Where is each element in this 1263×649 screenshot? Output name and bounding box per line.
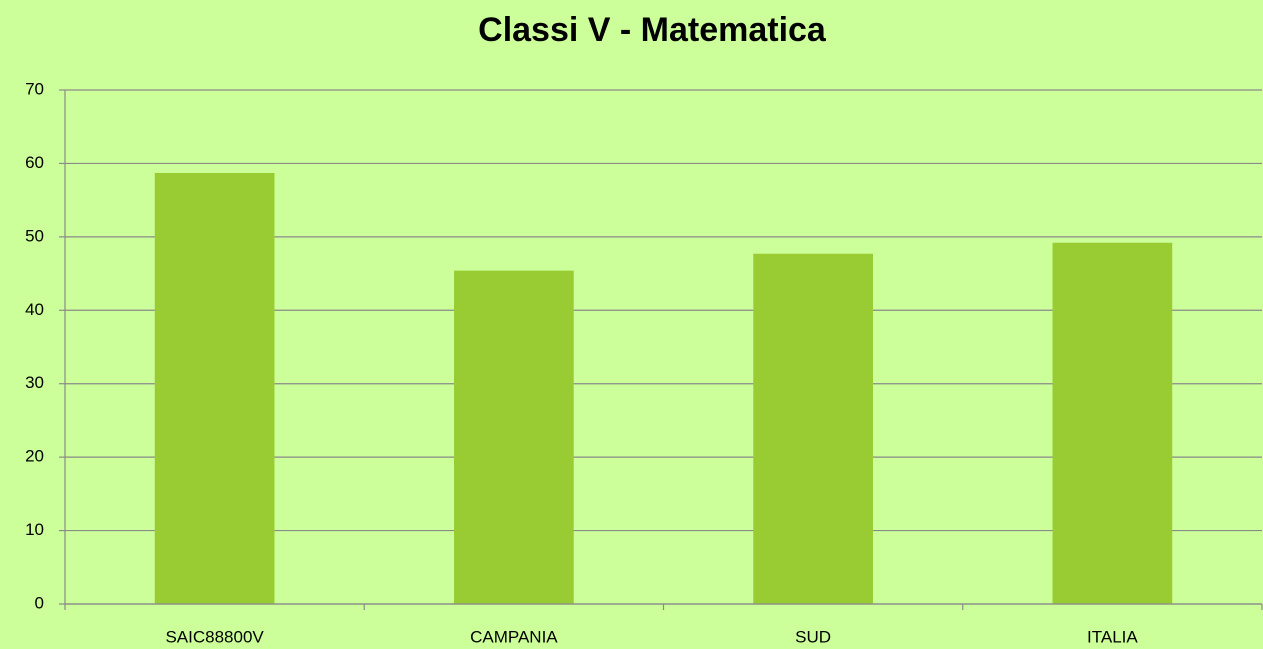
y-tick-label: 40 xyxy=(25,300,44,319)
chart-title: Classi V - Matematica xyxy=(478,11,827,49)
y-tick-label: 0 xyxy=(35,593,44,612)
y-tick-label: 70 xyxy=(25,79,44,98)
bar xyxy=(154,172,275,604)
y-tick-label: 60 xyxy=(25,153,44,172)
y-tick-label: 20 xyxy=(25,447,44,466)
x-tick-label: SUD xyxy=(795,627,831,646)
bar xyxy=(454,270,574,604)
bar xyxy=(1052,242,1173,604)
y-tick-label: 30 xyxy=(25,373,44,392)
y-tick-label: 10 xyxy=(25,520,44,539)
y-tick-label: 50 xyxy=(25,226,44,245)
x-tick-label: CAMPANIA xyxy=(470,627,558,646)
bar xyxy=(753,253,873,604)
x-tick-label: SAIC88800V xyxy=(165,627,264,646)
x-tick-label: ITALIA xyxy=(1087,627,1138,646)
